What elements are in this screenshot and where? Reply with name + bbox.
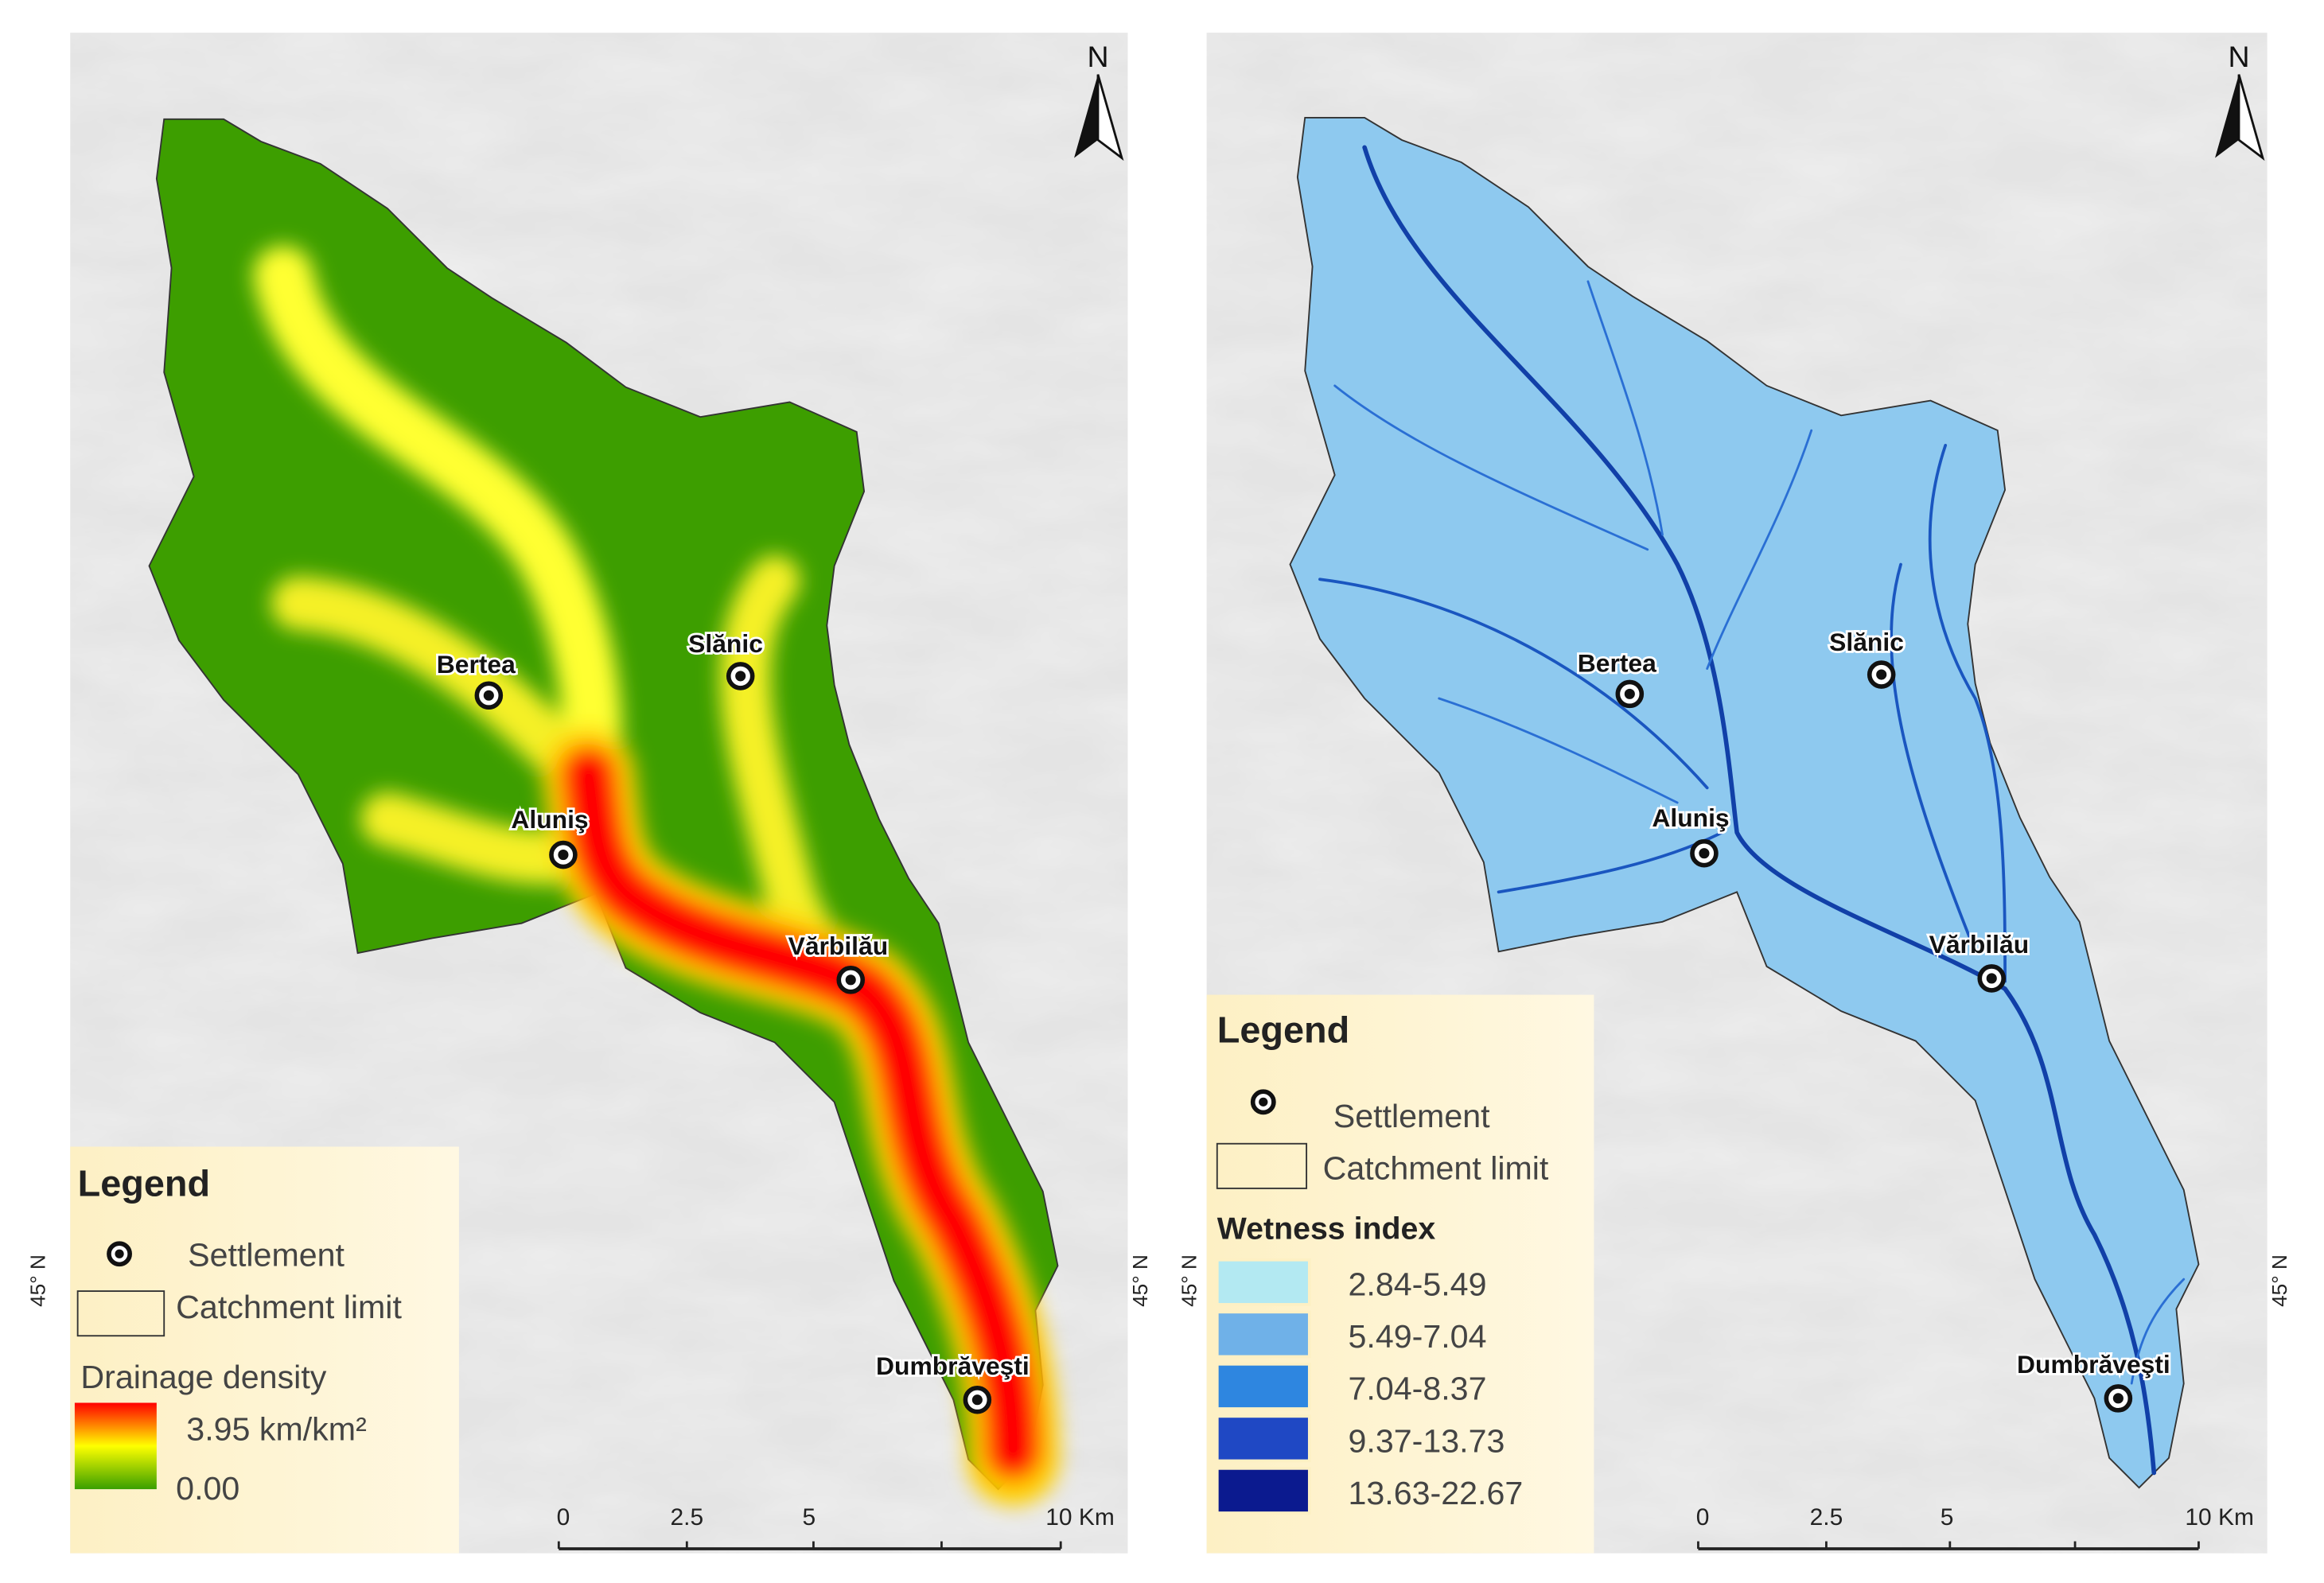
latitude-label: 45° N (2268, 1254, 2291, 1307)
legend-ramp-max: 3.95 km/km² (186, 1410, 366, 1447)
settlement-dot (845, 974, 856, 986)
settlement-label: Aluniş (511, 805, 588, 834)
scale-label: 5 (1941, 1504, 1954, 1530)
latitude-label: 45° N (25, 1254, 49, 1307)
north-label: N (2228, 40, 2249, 73)
settlement-label: Aluniş (1652, 803, 1729, 832)
legend-box (70, 1146, 459, 1554)
north-arrow (1096, 74, 1124, 161)
legend-settlement-dot (115, 1249, 124, 1258)
map-furniture: 0 2.5 5 10 Km N 45° N 45° N 0 2.5 5 10 Km N 45° N 45°… (25, 40, 2291, 1550)
catchment-group (1289, 116, 2200, 1489)
legend-class-label: 5.49-7.04 (1349, 1318, 1487, 1355)
legend-item: Catchment limit (1323, 1150, 1549, 1187)
legend-catchment-symbol (76, 1290, 165, 1337)
legend-class-label: 9.37-13.73 (1349, 1422, 1505, 1459)
legend-class-label: 7.04-8.37 (1349, 1371, 1487, 1407)
settlement-label: Dumbrăveşti (876, 1352, 1030, 1380)
legend-item: Catchment limit (176, 1289, 402, 1325)
legend-class-swatch (1215, 1310, 1311, 1359)
legend-title: Legend (1217, 1009, 1349, 1050)
settlement-label: Dumbrăveşti (2017, 1350, 2170, 1379)
settlement-label: Bertea (1578, 648, 1656, 677)
scale-label: 2.5 (1810, 1504, 1843, 1530)
settlements: Bertea Slănic Aluniş Vărbilău Dumbrăveşti (434, 627, 1032, 1414)
north-label: N (1087, 40, 1108, 73)
settlement-label: Vărbilău (1929, 930, 2030, 959)
legend-ramp (74, 1402, 157, 1490)
settlements: Bertea Slănic Aluniş Vărbilău Dumbrăveşti (1575, 625, 2173, 1413)
scale-label: 5 (802, 1504, 816, 1530)
north-arrow (2237, 74, 2265, 161)
settlement-dot (1986, 973, 1997, 984)
legend-classes-title: Wetness index (1217, 1212, 1436, 1247)
legend-classes: 2.84-5.49 5.49-7.04 7.04-8.37 9.37-13.73 13.… (1215, 1258, 1524, 1515)
legend-ramp-title: Drainage density (80, 1359, 326, 1395)
latitude-label: 45° N (1178, 1254, 1201, 1307)
legend-title: Legend (78, 1162, 210, 1204)
legend-class-label: 2.84-5.49 (1349, 1266, 1487, 1303)
legend-catchment-symbol (1216, 1142, 1308, 1189)
settlement-dot (483, 690, 494, 701)
settlement-label: Slănic (688, 629, 763, 658)
settlement-dot (1624, 688, 1635, 699)
legend-item: Settlement (188, 1236, 345, 1273)
scale-label: 10 Km (1045, 1504, 1115, 1530)
scale-label: 2.5 (671, 1504, 704, 1530)
left-panel: Bertea Slănic Aluniş Vărbilău Dumbrăveşti Le… (70, 33, 1128, 1554)
legend-class-swatch (1215, 1362, 1311, 1410)
streams (1318, 145, 2186, 1476)
settlement-label: Vărbilău (788, 932, 889, 960)
settlement-dot (735, 671, 746, 682)
north-arrow (1074, 74, 1099, 158)
settlement-label: Bertea (437, 650, 516, 679)
north-arrow (2215, 74, 2239, 158)
settlement-dot (2112, 1393, 2124, 1404)
legend-class-label: 13.63-22.67 (1349, 1475, 1524, 1511)
settlement-dot (971, 1394, 983, 1406)
legend-class-swatch (1215, 1258, 1311, 1306)
scale-label: 10 Km (2185, 1504, 2254, 1530)
drainage (253, 245, 1060, 1506)
latitude-label: 45° N (1128, 1254, 1152, 1307)
scale-label: 0 (557, 1504, 570, 1530)
settlement-dot (558, 850, 569, 861)
right-panel: Bertea Slănic Aluniş Vărbilău Dumbrăveşti Le… (1206, 33, 2268, 1554)
legend-class-swatch (1215, 1414, 1311, 1463)
settlement-dot (1699, 848, 1710, 859)
settlement-dot (1876, 669, 1887, 680)
legend-item: Settlement (1333, 1098, 1490, 1134)
legend-settlement-dot (1259, 1097, 1268, 1107)
legend-class-swatch (1215, 1466, 1311, 1515)
scale-label: 0 (1696, 1504, 1710, 1530)
legend-ramp-min: 0.00 (176, 1470, 239, 1507)
settlement-label: Slănic (1829, 628, 1904, 656)
